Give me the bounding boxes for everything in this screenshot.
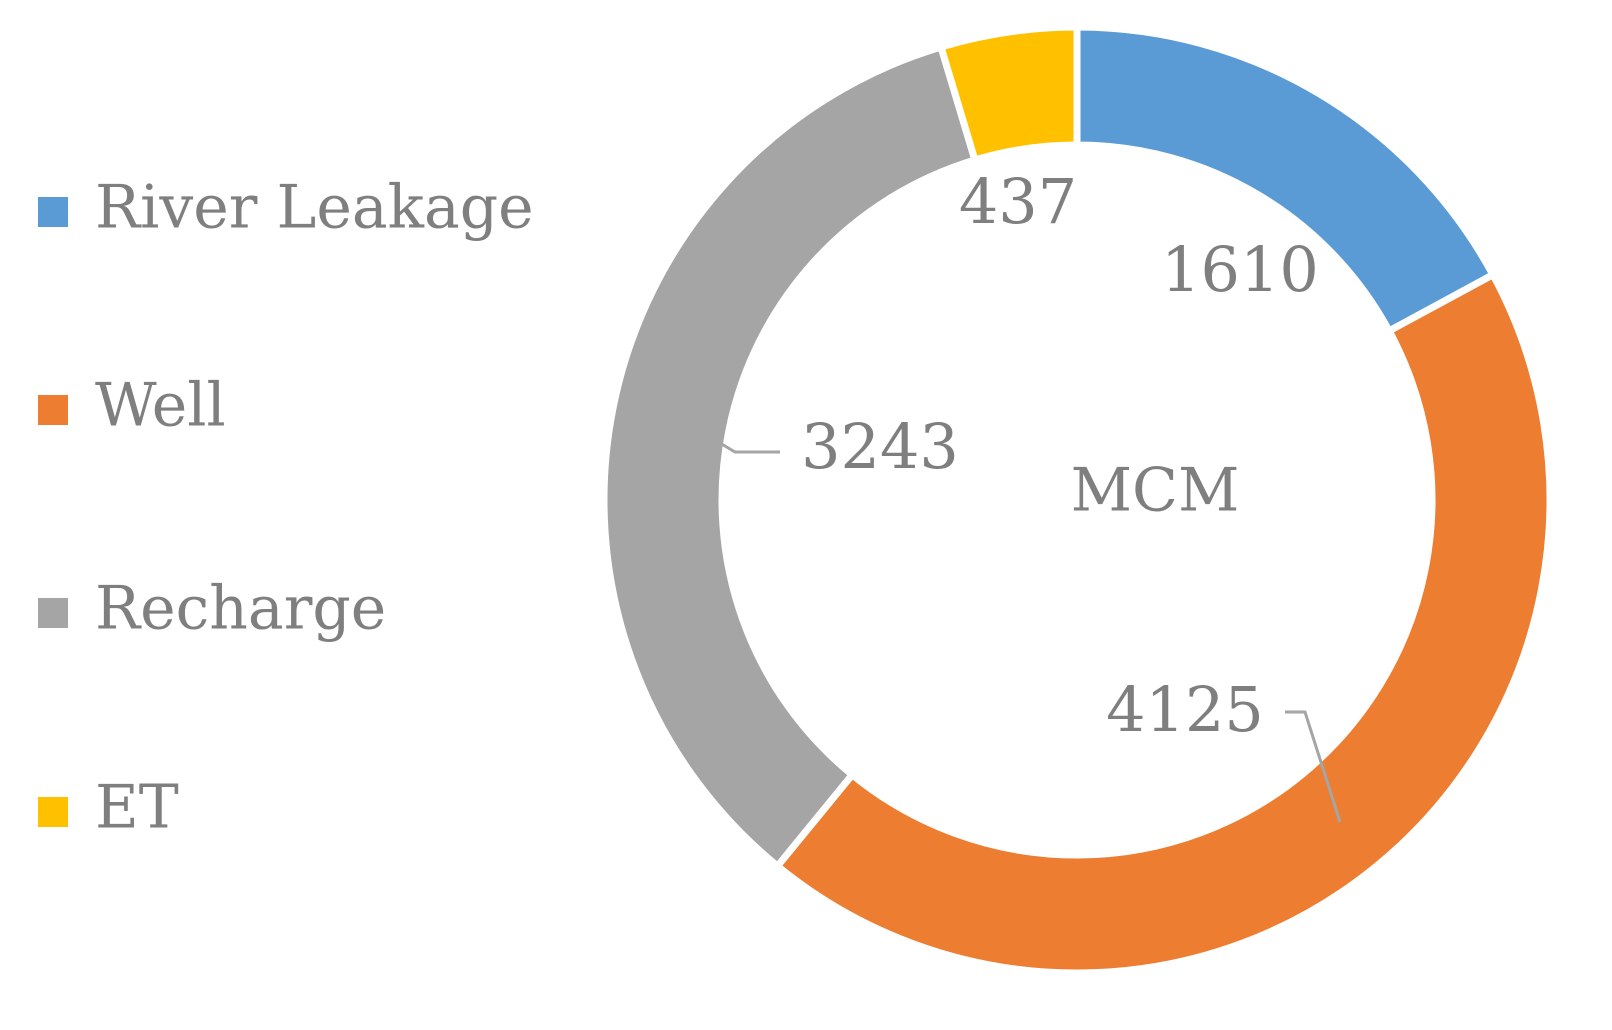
- legend-swatch: [38, 598, 68, 628]
- data-label: 1610: [1161, 233, 1319, 306]
- legend-label: Recharge: [95, 574, 386, 644]
- data-label: 437: [959, 165, 1077, 238]
- center-label: MCM: [1071, 456, 1240, 526]
- legend-swatch: [38, 197, 68, 227]
- legend-label: River Leakage: [95, 173, 534, 243]
- data-label: 3243: [801, 410, 959, 483]
- legend-swatch: [38, 797, 68, 827]
- doughnut-segment: [600, 42, 980, 872]
- data-label: 4125: [1106, 673, 1264, 746]
- doughnut-segment: [936, 23, 1081, 165]
- doughnut-segment: [772, 270, 1554, 977]
- legend-label: ET: [95, 773, 179, 843]
- leader-line: [1285, 710, 1342, 823]
- legend-swatch: [38, 395, 68, 425]
- leader-line: [714, 438, 780, 454]
- legend-label: Well: [95, 371, 226, 441]
